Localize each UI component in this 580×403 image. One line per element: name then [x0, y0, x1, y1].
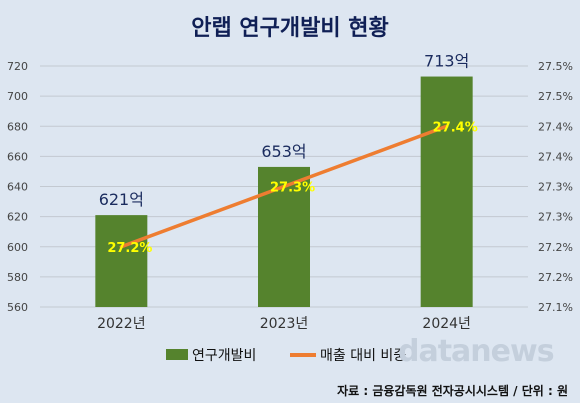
y-axis-right: 27.1% 27.2% 27.2% 27.3% 27.3% 27.4% 27.4% 27.5%… [538, 60, 573, 314]
legend-label: 연구개발비 [192, 348, 256, 364]
source-note: 자료 : 금융감독원 전자공시시스템 / 단위 : 원 [337, 384, 568, 398]
x-tick-label: 2022년 [97, 316, 146, 332]
line-point [445, 124, 449, 128]
y-tick-label: 620 [7, 211, 28, 224]
y2-tick-label: 27.5% [538, 90, 573, 103]
bar-series [95, 76, 473, 307]
chart-title: 안랩 연구개발비 현황 [191, 16, 389, 41]
y-tick-label: 700 [7, 90, 28, 103]
legend-swatch-bar [166, 349, 188, 360]
y2-tick-label: 27.2% [538, 241, 573, 254]
y-tick-label: 640 [7, 181, 28, 194]
line-value-label: 27.3% [270, 181, 315, 196]
data-labels: 621억 653억 713억 27.2% 27.3% 27.4% [99, 52, 478, 256]
y2-tick-label: 27.4% [538, 150, 573, 163]
x-tick-label: 2023년 [260, 316, 309, 332]
y2-tick-label: 27.5% [538, 60, 573, 73]
y-tick-label: 560 [7, 301, 28, 314]
y2-tick-label: 27.1% [538, 301, 573, 314]
line-point [282, 185, 286, 188]
bar [258, 166, 310, 307]
y-tick-label: 600 [7, 241, 28, 254]
x-tick-label: 2024년 [422, 316, 471, 332]
y-tick-label: 680 [7, 120, 28, 133]
y2-tick-label: 27.2% [538, 271, 573, 284]
bar [420, 76, 473, 307]
line-value-label: 27.2% [107, 241, 152, 256]
y2-tick-label: 27.3% [538, 181, 573, 194]
y-tick-label: 580 [7, 271, 28, 284]
legend: 연구개발비 매출 대비 비중 [166, 348, 406, 364]
line-value-label: 27.4% [433, 120, 478, 135]
bar-value-label: 621억 [99, 190, 144, 209]
bar-value-label: 713억 [424, 52, 469, 71]
watermark-logo: datanews [398, 334, 555, 369]
y-tick-label: 660 [7, 150, 28, 163]
legend-label: 매출 대비 비중 [320, 348, 406, 364]
x-axis-labels: 2022년 2023년 2024년 [97, 316, 471, 332]
bar-value-label: 653억 [261, 142, 306, 161]
bar [95, 215, 148, 307]
y-axis-left: 560 580 600 620 640 660 680 700 720 [7, 60, 28, 314]
y-tick-label: 720 [7, 60, 28, 73]
line-series [119, 124, 449, 249]
line-point [119, 245, 123, 249]
y2-tick-label: 27.4% [538, 120, 573, 133]
y2-tick-label: 27.3% [538, 211, 573, 224]
